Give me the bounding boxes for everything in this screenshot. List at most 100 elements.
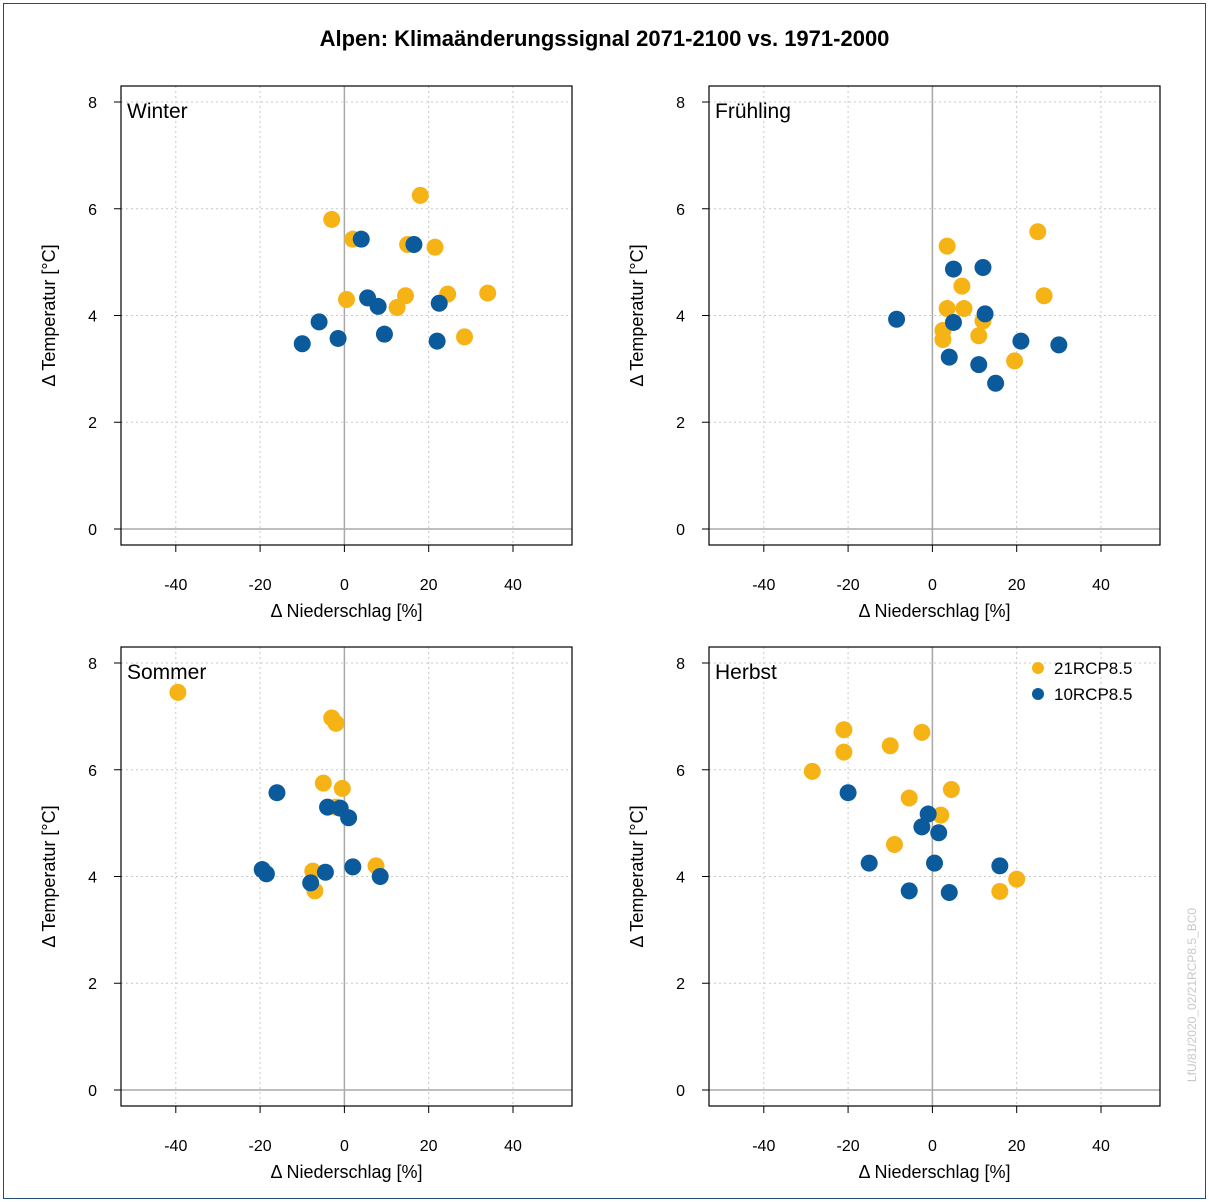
data-point — [333, 779, 351, 797]
y-tick-label: 2 — [88, 415, 97, 432]
panel-label: Herbst — [715, 661, 777, 684]
y-axis-label: Δ Temperatur [°C] — [627, 805, 647, 947]
data-point — [938, 237, 956, 255]
x-tick-label: 40 — [1092, 577, 1110, 594]
data-point — [316, 863, 334, 881]
x-tick-label: -40 — [752, 577, 775, 594]
x-tick-label: 40 — [504, 577, 522, 594]
panel-winter: -40 -20 0 20 40 0 2 4 6 8 Δ Niederschlag [%] Δ Temp… — [39, 85, 573, 621]
y-tick-label: 2 — [676, 415, 685, 432]
data-point — [940, 884, 958, 902]
y-tick-label: 0 — [88, 1083, 97, 1100]
x-tick-label: 20 — [1008, 1138, 1026, 1155]
y-tick-label: 8 — [88, 656, 97, 673]
data-point — [888, 310, 906, 328]
data-point — [430, 294, 448, 312]
data-point — [319, 798, 337, 816]
x-tick-label: 0 — [928, 1138, 937, 1155]
series-10RCP8.5 — [839, 784, 1009, 902]
x-tick-label: 0 — [928, 577, 937, 594]
series-21RCP8.5 — [803, 721, 1026, 900]
data-point — [426, 238, 444, 256]
data-point — [944, 260, 962, 278]
series-21RCP8.5 — [323, 186, 497, 346]
data-point — [310, 313, 328, 331]
data-point — [456, 328, 474, 346]
data-point — [327, 714, 345, 732]
x-tick-label: -40 — [752, 1138, 775, 1155]
data-point — [953, 277, 971, 295]
data-point — [1006, 352, 1024, 370]
data-point — [1012, 332, 1030, 350]
y-tick-label: 8 — [676, 656, 685, 673]
x-tick-label: -40 — [164, 577, 187, 594]
data-point — [405, 236, 423, 254]
legend-label: 10RCP8.5 — [1054, 685, 1132, 704]
data-point — [932, 806, 950, 824]
data-point — [340, 809, 358, 827]
legend-marker — [1032, 688, 1044, 700]
y-axis-label: Δ Temperatur [°C] — [39, 805, 59, 947]
panel-label: Winter — [127, 100, 188, 123]
data-point — [900, 789, 918, 807]
data-point — [479, 284, 497, 302]
x-tick-label: 0 — [340, 577, 349, 594]
data-point — [302, 874, 320, 892]
data-point — [329, 329, 347, 347]
x-tick-label: 20 — [420, 577, 438, 594]
y-tick-label: 8 — [88, 95, 97, 112]
data-point — [970, 327, 988, 345]
data-point — [934, 331, 952, 349]
data-point — [942, 781, 960, 799]
legend-label: 21RCP8.5 — [1054, 659, 1132, 678]
data-point — [976, 305, 994, 323]
data-point — [268, 784, 286, 802]
y-tick-label: 4 — [88, 870, 97, 887]
data-point — [803, 762, 821, 780]
data-point — [944, 313, 962, 331]
panel-herbst: -40 -20 0 20 40 0 2 4 6 8 Δ Niederschlag [%] Δ Temp… — [627, 646, 1161, 1182]
x-tick-label: 40 — [1092, 1138, 1110, 1155]
y-tick-label: 4 — [676, 870, 685, 887]
data-point — [955, 300, 973, 318]
data-point — [919, 805, 937, 823]
x-tick-label: 20 — [420, 1138, 438, 1155]
data-point — [293, 335, 311, 353]
figure-title: Alpen: Klimaänderungssignal 2071-2100 vs… — [319, 26, 890, 51]
data-point — [338, 290, 355, 308]
y-tick-label: 6 — [88, 202, 97, 219]
x-axis-label: Δ Niederschlag [%] — [270, 601, 422, 621]
data-point — [991, 857, 1009, 875]
data-point — [860, 854, 878, 872]
data-point — [388, 298, 406, 316]
series-10RCP8.5 — [888, 258, 1068, 392]
data-point — [371, 868, 389, 885]
series-10RCP8.5 — [253, 784, 389, 892]
data-point — [344, 858, 362, 876]
data-point — [940, 348, 958, 366]
data-point — [835, 721, 853, 739]
y-tick-label: 0 — [88, 522, 97, 539]
data-point — [1029, 223, 1047, 241]
x-tick-label: 20 — [1008, 577, 1026, 594]
x-tick-label: -20 — [837, 1138, 860, 1155]
legend: 21RCP8.5 10RCP8.5 — [1032, 659, 1132, 704]
data-point — [1008, 870, 1026, 888]
data-point — [1035, 287, 1053, 305]
series-21RCP8.5 — [934, 223, 1053, 370]
x-tick-label: -40 — [164, 1138, 187, 1155]
data-point — [987, 374, 1005, 392]
x-tick-label: 40 — [504, 1138, 522, 1155]
x-axis-label: Δ Niederschlag [%] — [858, 601, 1010, 621]
y-tick-label: 6 — [676, 763, 685, 780]
y-tick-label: 0 — [676, 522, 685, 539]
y-tick-label: 2 — [88, 976, 97, 993]
series-10RCP8.5 — [293, 230, 448, 353]
data-point — [881, 737, 899, 755]
data-point — [369, 297, 387, 315]
y-tick-label: 0 — [676, 1083, 685, 1100]
x-tick-label: -20 — [837, 577, 860, 594]
y-tick-label: 6 — [676, 202, 685, 219]
data-point — [970, 356, 988, 374]
